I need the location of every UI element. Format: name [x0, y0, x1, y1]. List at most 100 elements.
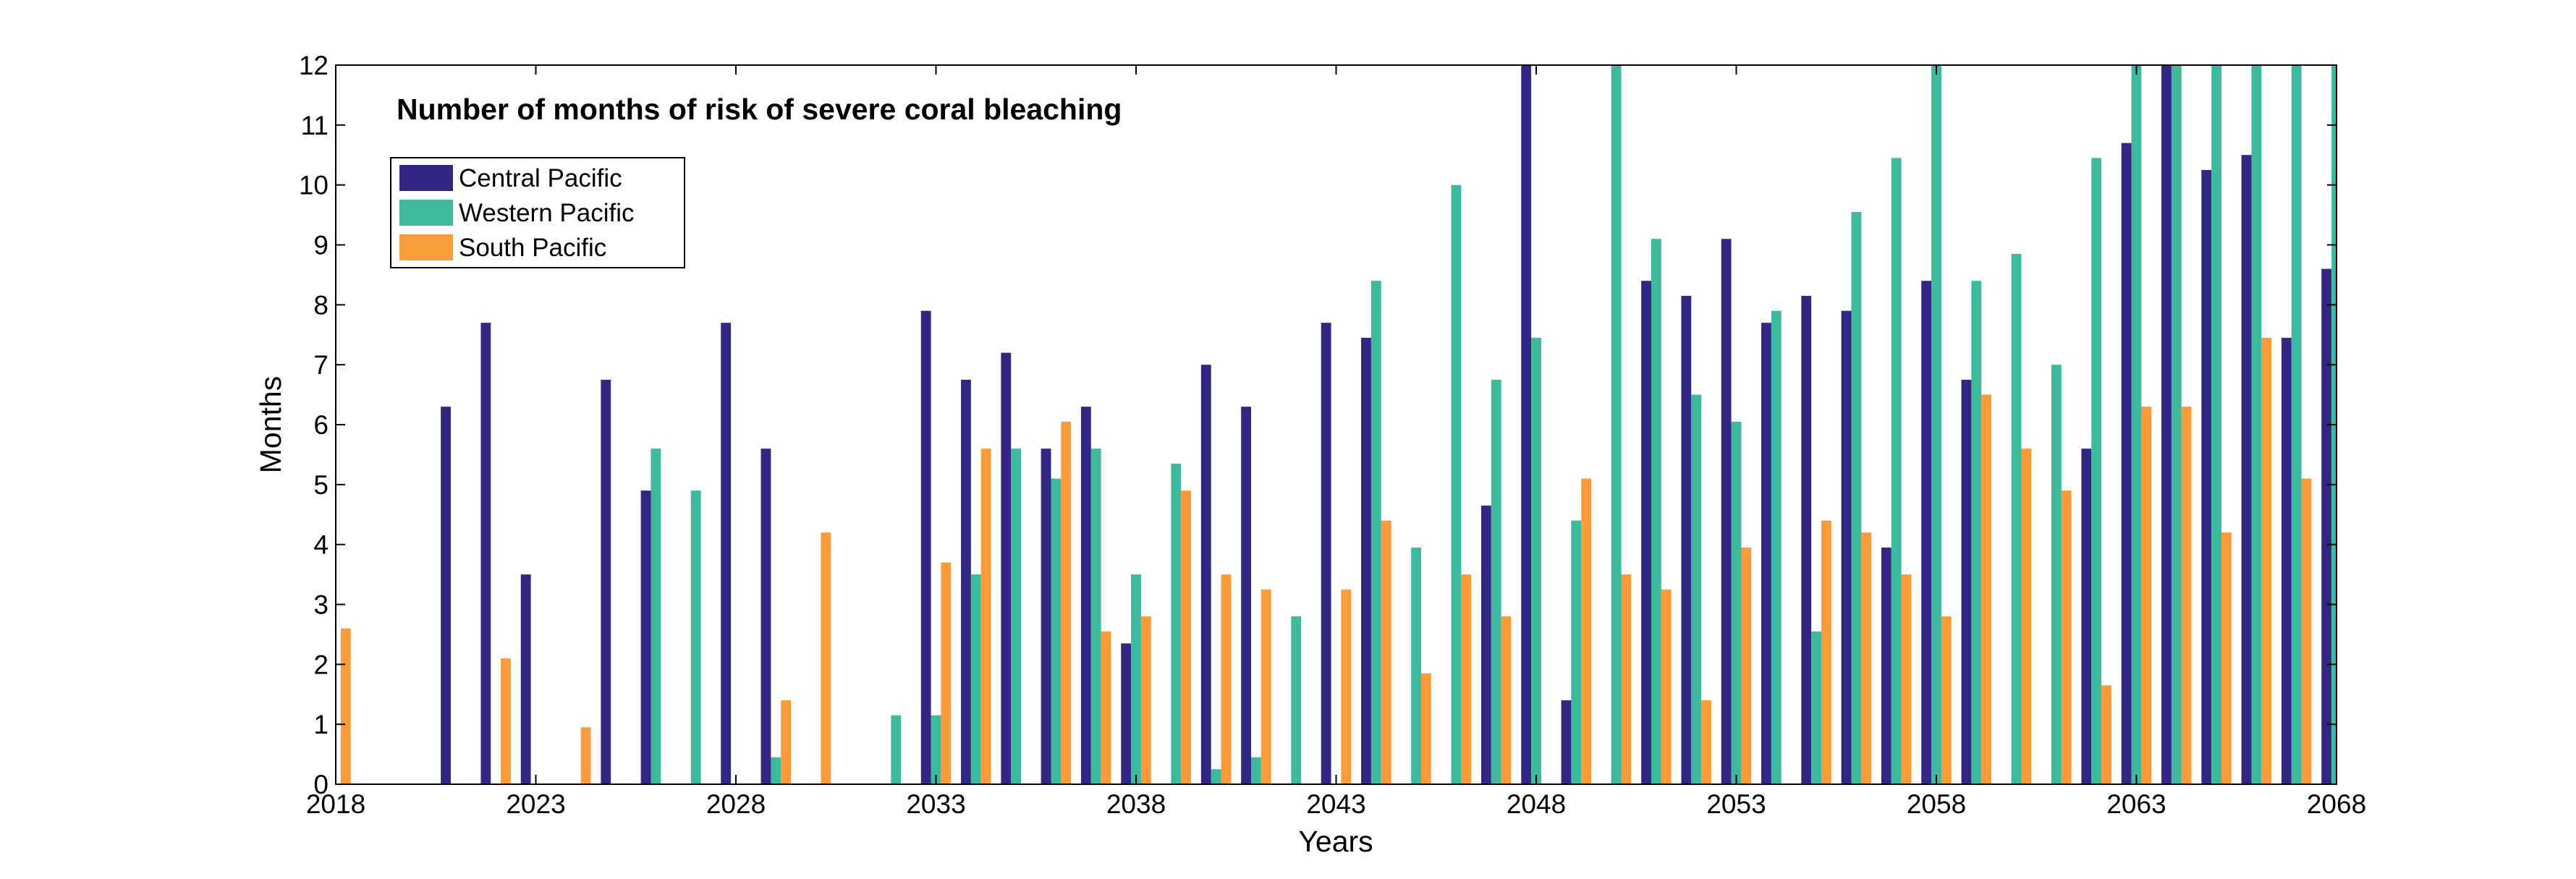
bar: [2161, 65, 2172, 784]
bar: [1971, 281, 1982, 784]
bar: [1801, 295, 1812, 784]
bar: [2301, 478, 2312, 784]
bar: [2131, 65, 2142, 784]
bar: [1981, 394, 1992, 784]
bar: [1771, 310, 1781, 784]
bar: [1221, 574, 1232, 784]
bar: [1761, 323, 1771, 784]
bar: [1721, 239, 1732, 785]
x-tick-label: 2028: [706, 789, 766, 819]
bar: [1641, 281, 1651, 784]
bar: [2201, 169, 2212, 784]
bar: [2261, 337, 2272, 784]
bar: [1451, 184, 1462, 785]
bar: [1090, 449, 1101, 784]
bar: [2011, 253, 2022, 784]
x-tick-label: 2063: [2106, 789, 2166, 819]
x-tick-label: 2068: [2307, 789, 2366, 819]
bar: [1261, 589, 1271, 784]
legend: Central Pacific Western Pacific South Paci…: [390, 157, 685, 268]
bar: [980, 449, 991, 784]
bar: [441, 407, 451, 784]
bar: [1140, 616, 1151, 784]
bar: [1571, 520, 1582, 784]
bar: [1080, 407, 1091, 784]
bar: [1461, 574, 1472, 784]
bar: [1291, 616, 1302, 784]
bar: [480, 323, 491, 784]
bar: [1841, 310, 1852, 784]
bar: [1421, 673, 1431, 784]
legend-label: Western Pacific: [459, 199, 635, 227]
bar: [2141, 407, 2152, 784]
bar: [640, 491, 651, 784]
bar: [1521, 65, 1532, 784]
bar: [1480, 505, 1491, 784]
bars-layer: [340, 65, 2336, 785]
bar: [1131, 574, 1141, 784]
legend-swatch: [399, 234, 453, 260]
bar: [970, 574, 981, 784]
bar: [1701, 700, 1711, 784]
bar: [2251, 65, 2262, 784]
legend-swatch: [399, 200, 453, 226]
bar: [651, 449, 661, 784]
bar: [891, 715, 902, 784]
bar: [1941, 616, 1952, 784]
bar: [1370, 281, 1381, 784]
legend-swatch: [399, 165, 453, 191]
x-tick-label: 2058: [1907, 789, 1966, 819]
bar: [1411, 547, 1422, 784]
bar: [1621, 574, 1632, 784]
bar: [2121, 143, 2132, 784]
bar: [721, 323, 732, 784]
x-tick-label: 2018: [306, 789, 365, 819]
y-tick-label: 10: [299, 171, 329, 200]
bar: [1921, 281, 1932, 784]
y-tick-label: 12: [299, 51, 329, 80]
bar: [2051, 365, 2062, 784]
bar: [520, 574, 531, 784]
bar: [2101, 685, 2111, 784]
y-tick-label: 5: [313, 470, 329, 500]
bar: [501, 658, 511, 784]
bar: [2321, 268, 2332, 784]
bar: [580, 727, 591, 784]
bar: [1171, 463, 1182, 784]
y-tick-label: 4: [313, 530, 329, 560]
bar: [1731, 421, 1742, 784]
bar: [2061, 491, 2072, 784]
y-tick-label: 6: [313, 410, 329, 440]
bar: [1101, 631, 1111, 784]
bar: [781, 700, 792, 784]
bar: [2281, 337, 2292, 784]
bar: [2291, 65, 2302, 784]
bar: [1901, 574, 1912, 784]
bar: [2221, 532, 2232, 784]
bar: [961, 379, 971, 785]
bar: [920, 310, 931, 784]
bar: [1851, 211, 1862, 784]
y-axis-label: Months: [254, 376, 287, 473]
legend-items: Central Pacific Western Pacific South Paci…: [399, 164, 635, 262]
y-tick-label: 0: [313, 770, 329, 799]
x-tick-label: 2043: [1306, 789, 1365, 819]
bar: [771, 757, 781, 784]
x-tick-label: 2038: [1106, 789, 1166, 819]
bar: [1681, 295, 1692, 784]
bar: [601, 379, 611, 785]
x-tick-label: 2048: [1507, 789, 1566, 819]
bar: [1051, 478, 1062, 784]
bar: [2021, 449, 2032, 784]
bar: [1001, 352, 1012, 785]
x-tick-label: 2023: [506, 789, 565, 819]
bar: [1361, 337, 1371, 784]
bar: [1501, 616, 1512, 784]
bar: [1061, 421, 1072, 784]
bar: [2081, 449, 2092, 784]
bar: [1341, 589, 1352, 784]
bar: [1881, 547, 1891, 784]
bar: [1041, 449, 1051, 784]
y-tick-label: 1: [313, 710, 329, 739]
